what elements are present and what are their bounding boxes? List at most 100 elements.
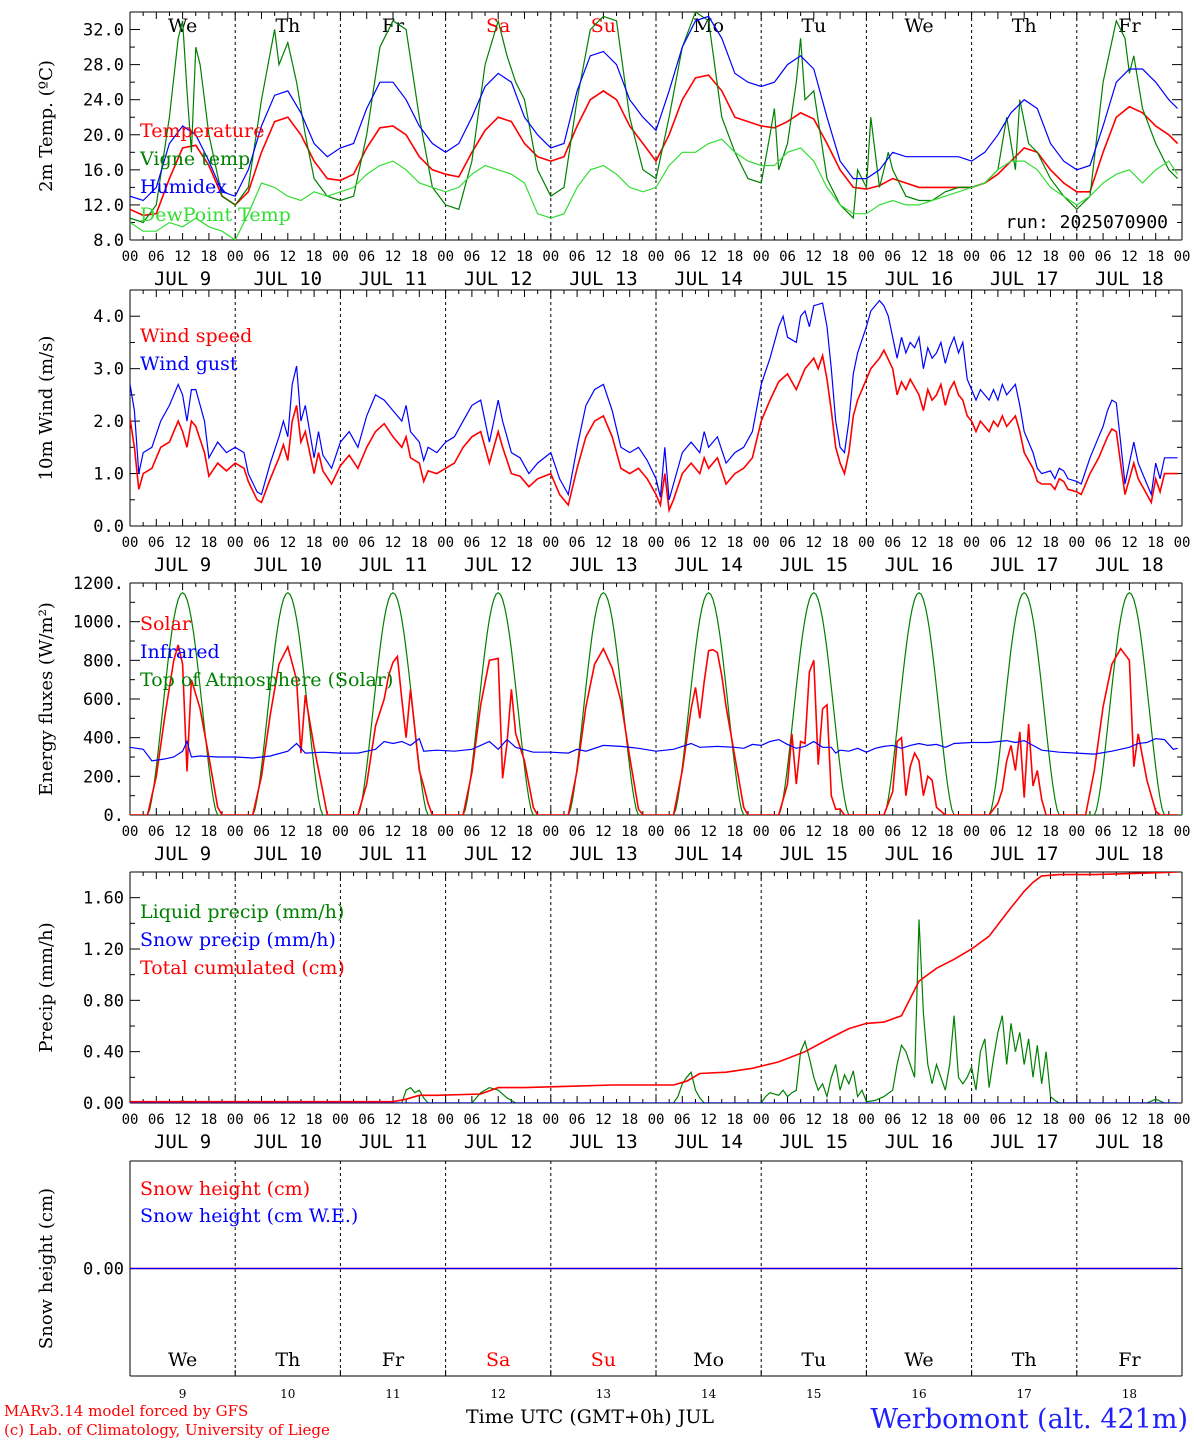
hour-label: 12 (911, 249, 928, 265)
hour-label: 00 (437, 249, 454, 265)
legend-entry: Temperature (140, 120, 264, 142)
series-line-solar (130, 644, 1178, 815)
hour-label: 12 (595, 249, 612, 265)
y-tick-label: 1.0 (93, 465, 124, 485)
hour-label: 00 (963, 535, 980, 551)
date-label: JUL 13 (569, 268, 638, 290)
plot-area (130, 872, 1178, 1103)
y-tick-label: 4.0 (93, 307, 124, 327)
hour-label: 06 (148, 535, 165, 551)
date-label: JUL 13 (569, 843, 638, 865)
hour-label: 00 (122, 249, 139, 265)
panel-temperature: 8.0 12.0 16.0 20.0 24.0 28.0 32.0 2m Temp. (ºC)… (36, 11, 1191, 290)
hour-label: 18 (516, 824, 533, 840)
hour-label: 06 (358, 249, 375, 265)
footer: MARv3.14 model forced by GFS (c) Lab. of… (4, 1402, 1188, 1439)
hour-label: 00 (858, 249, 875, 265)
date-label: JUL 13 (569, 554, 638, 576)
series-line-dewpoint-temp (130, 138, 1179, 240)
hour-label: 00 (122, 1112, 139, 1128)
hour-label: 00 (963, 249, 980, 265)
y-tick-label: 0.40 (83, 1043, 124, 1063)
hour-label: 06 (463, 824, 480, 840)
station-label: Werbomont (alt. 421m) (870, 1404, 1188, 1435)
hour-label: 06 (358, 535, 375, 551)
hour-label: 06 (779, 824, 796, 840)
y-tick-label: 1200. (73, 574, 124, 594)
hour-label: 06 (779, 535, 796, 551)
hour-label: 00 (437, 824, 454, 840)
hour-label: 18 (306, 535, 323, 551)
hour-label: 00 (332, 824, 349, 840)
hour-label: 18 (937, 824, 954, 840)
legend-entry: Snow precip (mm/h) (140, 929, 336, 951)
hour-label: 06 (463, 535, 480, 551)
hour-label: 00 (542, 249, 559, 265)
hour-label: 00 (753, 535, 770, 551)
hour-label: 18 (1042, 535, 1059, 551)
day-name-label: Fr (1118, 15, 1141, 37)
hour-label: 06 (569, 824, 586, 840)
hour-label: 12 (595, 535, 612, 551)
series-line-total-cumulated-cm- (130, 872, 1178, 1103)
y-axis-label: 10m Wind (m/s) (36, 336, 57, 481)
legend-entry: Solar (140, 613, 192, 635)
hour-label: 00 (858, 1112, 875, 1128)
date-label: JUL 16 (885, 554, 954, 576)
hour-label: 00 (1174, 249, 1191, 265)
hour-label: 18 (411, 1112, 428, 1128)
hour-label: 00 (227, 535, 244, 551)
hour-label: 06 (779, 1112, 796, 1128)
hour-label: 18 (937, 249, 954, 265)
hour-label: 18 (411, 249, 428, 265)
day-name-label: Tu (801, 1349, 826, 1371)
date-label: JUL 9 (154, 554, 211, 576)
y-tick-label: 1.20 (83, 940, 124, 960)
day-name-label: Sa (486, 1349, 510, 1371)
series-line-liquid-precip-mm-h- (130, 919, 1178, 1103)
hour-label: 00 (332, 249, 349, 265)
hour-label: 12 (700, 824, 717, 840)
hour-label: 00 (1068, 249, 1085, 265)
hour-label: 06 (569, 1112, 586, 1128)
hour-label: 06 (989, 1112, 1006, 1128)
hour-label: 12 (279, 535, 296, 551)
hour-label: 12 (700, 535, 717, 551)
hour-label: 12 (1016, 535, 1033, 551)
day-name-label: Th (1012, 1349, 1037, 1371)
y-tick-label: 28.0 (83, 56, 124, 76)
hour-label: 00 (963, 1112, 980, 1128)
legend-entry: Top of Atmosphere (Solar) (140, 669, 393, 691)
series-line-wind-speed (130, 348, 1178, 514)
day-number-label: 18 (1122, 1387, 1137, 1401)
hour-label: 00 (648, 824, 665, 840)
y-tick-label: 16.0 (83, 161, 124, 181)
panel-snow: 0.00 Snow height (cm) We 9 Th 10 Fr 11 Sa 12 Su 13 M… (36, 1160, 1183, 1401)
hour-label: 18 (621, 1112, 638, 1128)
hour-label: 12 (700, 1112, 717, 1128)
date-label: JUL 18 (1095, 554, 1164, 576)
legend-entry: Infrared (140, 641, 220, 663)
series-line-humidex (130, 15, 1179, 202)
hour-label: 12 (805, 249, 822, 265)
legend-entry: Humidex (140, 176, 227, 198)
panel-energy: 0. 200. 400. 600. 800. 1000. 1200. Energy fluxe… (36, 574, 1190, 865)
hour-label: 12 (805, 824, 822, 840)
hour-label: 12 (385, 824, 402, 840)
y-tick-label: 0.00 (83, 1094, 124, 1114)
hour-label: 18 (726, 535, 743, 551)
date-label: JUL 15 (779, 554, 848, 576)
date-label: JUL 10 (253, 554, 322, 576)
legend-entry: Total cumulated (cm) (140, 957, 345, 979)
hour-label: 06 (989, 824, 1006, 840)
hour-label: 12 (595, 824, 612, 840)
hour-label: 18 (306, 249, 323, 265)
hour-label: 18 (937, 1112, 954, 1128)
day-number-label: 17 (1017, 1387, 1032, 1401)
hour-label: 12 (490, 535, 507, 551)
series-line-infrared (130, 737, 1178, 762)
hour-label: 18 (1042, 824, 1059, 840)
hour-label: 12 (385, 249, 402, 265)
hour-label: 12 (911, 824, 928, 840)
hour-label: 18 (832, 249, 849, 265)
